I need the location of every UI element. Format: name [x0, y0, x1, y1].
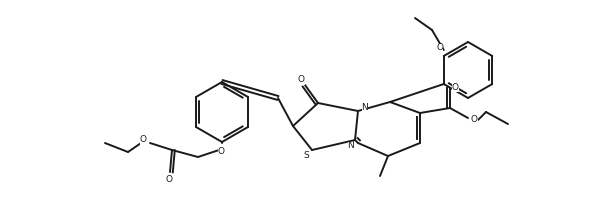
Text: O: O [471, 116, 477, 124]
Text: O: O [451, 83, 459, 92]
Text: O: O [437, 43, 443, 52]
Text: N: N [347, 141, 355, 151]
Text: O: O [139, 135, 147, 145]
Text: N: N [362, 103, 368, 111]
Text: O: O [297, 76, 304, 84]
Text: S: S [303, 151, 309, 160]
Text: O: O [218, 146, 224, 156]
Text: O: O [166, 175, 172, 184]
